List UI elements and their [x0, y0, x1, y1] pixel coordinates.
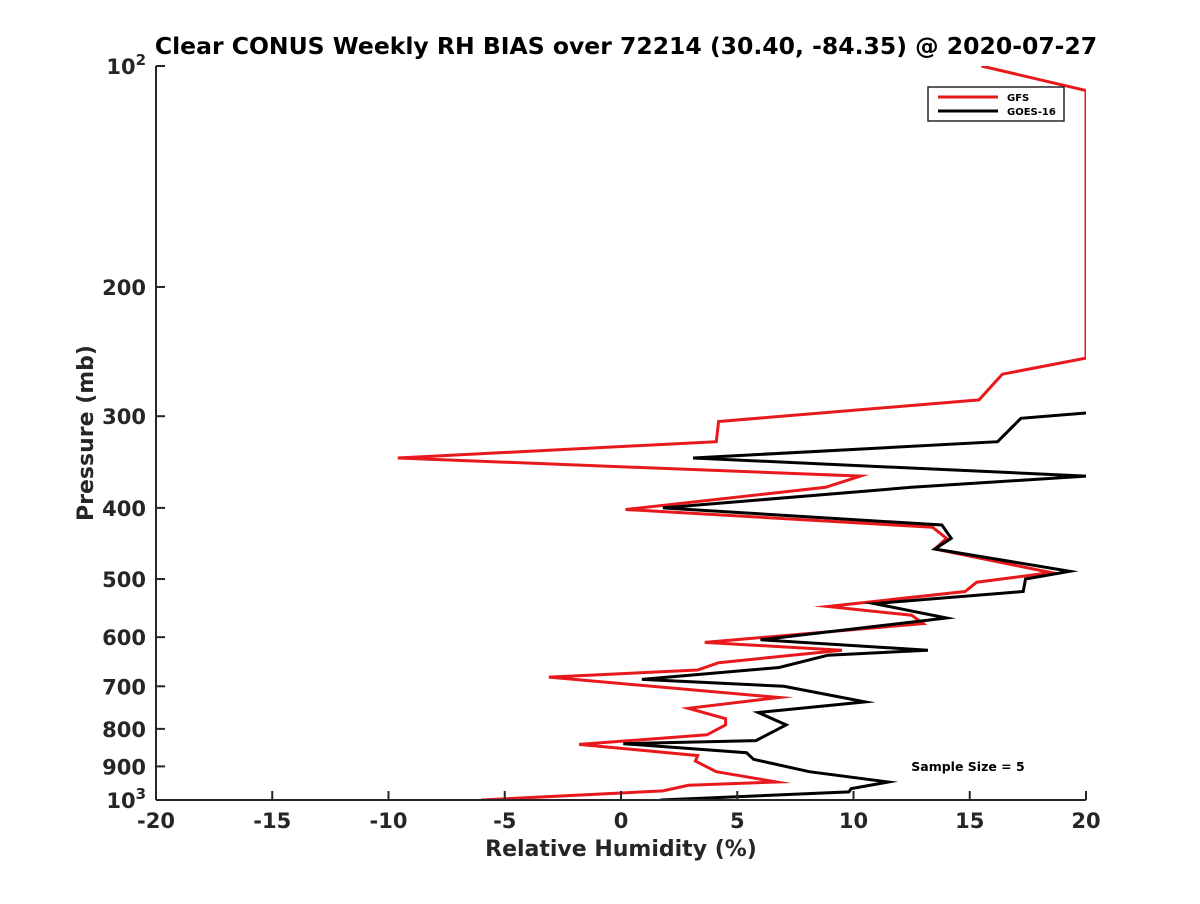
x-tick-label: 20	[1071, 809, 1100, 833]
y-axis-label: Pressure (mb)	[74, 345, 99, 521]
y-tick-label: 103	[106, 785, 146, 813]
y-tick-label: 400	[102, 497, 146, 521]
x-tick-label: -5	[493, 809, 516, 833]
chart-legend: GFS GOES-16	[927, 86, 1065, 122]
y-tick-label: 200	[102, 276, 146, 300]
x-tick-label: 15	[955, 809, 984, 833]
x-tick-label: 10	[839, 809, 868, 833]
x-tick-label: -20	[137, 809, 175, 833]
legend-box	[927, 86, 1065, 122]
chart-title: Clear CONUS Weekly RH BIAS over 72214 (3…	[155, 32, 1097, 60]
x-axis-label: Relative Humidity (%)	[485, 837, 757, 862]
x-tick-label: 0	[614, 809, 629, 833]
y-tick-label: 102	[106, 51, 146, 79]
text-layer: -20 -15 -10 -5 0 5 10 15 20 102 200 300 400 500 600 700…	[74, 32, 1101, 862]
y-tick-label: 800	[102, 718, 146, 742]
axes-layer	[155, 65, 1087, 801]
x-tick-label: -15	[253, 809, 291, 833]
y-tick-label: 700	[102, 675, 146, 699]
y-tick-label: 900	[102, 755, 146, 779]
legend-label-goes-16: GOES-16	[1007, 107, 1056, 118]
series-line-gfs	[397, 66, 1086, 800]
y-tick-label: 500	[102, 568, 146, 592]
series-line-goes-16	[623, 411, 1086, 800]
x-tick-label: -10	[370, 809, 408, 833]
x-tick-label: 5	[730, 809, 745, 833]
sample-size-annotation: Sample Size = 5	[911, 759, 1024, 774]
y-tick-label: 600	[102, 626, 146, 650]
y-tick-label: 300	[102, 405, 146, 429]
legend-label-gfs: GFS	[1007, 93, 1029, 104]
series-layer	[397, 66, 1086, 800]
